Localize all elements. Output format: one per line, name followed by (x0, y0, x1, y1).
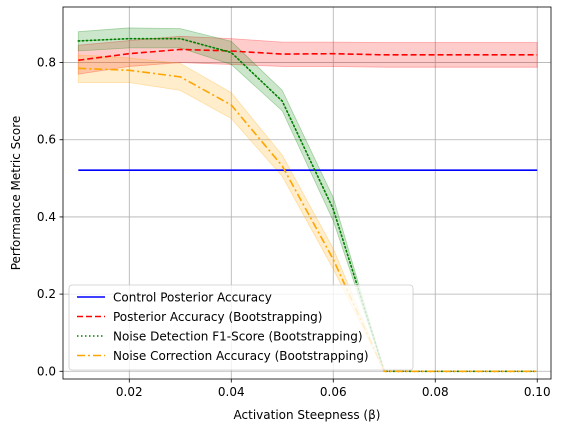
y-tick-label: 0.0 (37, 364, 56, 378)
legend-label: Noise Detection F1-Score (Bootstrapping) (113, 330, 363, 344)
series-lines (77, 37, 539, 373)
y-tick-label: 0.6 (37, 133, 56, 147)
plot-area-frame (62, 6, 552, 380)
legend-label: Control Posterior Accuracy (113, 291, 272, 305)
legend: Control Posterior Accuracy Posterior Accu… (68, 284, 414, 371)
noise-correction-accuracy-bootstrapping-line (78, 67, 538, 373)
x-tick-label: 0.10 (524, 385, 551, 399)
x-tick-label: 0.04 (218, 385, 245, 399)
x-tick-label: 0.02 (116, 385, 143, 399)
y-tick-label: 0.2 (37, 287, 56, 301)
x-tick-label: 0.08 (422, 385, 449, 399)
axis-ticks: 0.02 0.04 0.06 0.08 0.10 0.0 0.2 0.4 0.6 0.8 (37, 56, 551, 399)
y-tick-label: 0.8 (37, 56, 56, 70)
posterior-accuracy-bootstrapping-band (77, 35, 538, 75)
y-axis-label: Performance Metric Score (9, 116, 23, 271)
x-axis-label: Activation Steepness (β) (234, 408, 381, 422)
legend-label: Posterior Accuracy (Bootstrapping) (113, 310, 322, 324)
y-tick-label: 0.4 (37, 210, 56, 224)
posterior-accuracy-bootstrapping-line (78, 48, 538, 62)
legend-box (68, 284, 414, 371)
x-tick-label: 0.06 (320, 385, 347, 399)
legend-label: Noise Correction Accuracy (Bootstrapping… (113, 349, 369, 363)
